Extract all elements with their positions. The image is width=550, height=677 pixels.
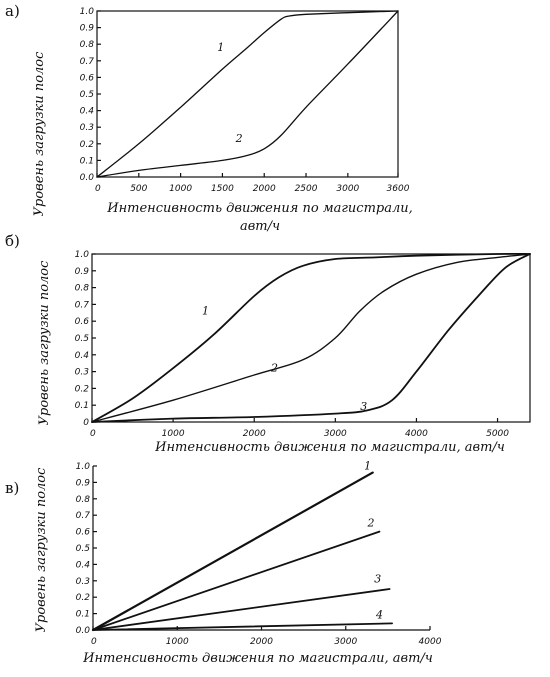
curve-label-2: 2 [235,132,243,145]
y-tick-label: 0.5 [76,544,91,554]
y-tick-label: 0.2 [80,140,95,150]
curve-label-2: 2 [367,517,375,530]
series-line-1 [91,252,531,423]
y-tick-label: 0.5 [80,90,95,100]
x-tick-label: 3600 [387,184,410,194]
x-axis-title: Интенсивность движения по магистрали, [106,201,413,216]
y-tick-label: 0.2 [75,384,90,394]
y-tick-label: 0.4 [76,560,91,570]
y-tick-label: 0 [83,418,89,428]
y-tick-label: 0.7 [80,57,95,67]
x-tick-label: 0 [91,637,97,647]
series-line-2 [92,530,381,631]
series-line-4 [92,622,393,631]
y-tick-label: 0.8 [76,495,91,505]
y-tick-label: 0.0 [80,173,95,183]
curve-label-2: 2 [270,362,278,375]
y-tick-label: 1.0 [75,250,90,260]
plot-frame [96,10,399,178]
y-tick-label: 0.9 [80,24,95,34]
x-tick-label: 1000 [162,429,185,439]
y-axis-title: Уровень загрузки полос [37,260,52,426]
x-tick-label: 4000 [405,429,428,439]
series-line-1 [96,10,399,178]
x-tick-label: 2500 [295,184,318,194]
x-tick-label: 0 [95,184,101,194]
x-tick-label: 5000 [486,429,509,439]
x-tick-label: 1000 [166,637,189,647]
series-line-2 [96,10,399,178]
x-tick-label: 3000 [334,637,357,647]
x-tick-label: 4000 [419,637,442,647]
y-tick-label: 0.3 [75,368,90,378]
y-tick-label: 0.1 [76,610,90,620]
series-line-2 [91,253,531,423]
y-tick-label: 0.3 [76,577,91,587]
y-tick-label: 0.8 [80,40,95,50]
x-axis-title: Интенсивность движения по магистрали, ав… [154,440,505,455]
series-line-3 [91,253,531,423]
y-axis-title: Уровень загрузки полос [32,51,47,217]
curve-label-3: 3 [374,572,381,585]
x-tick-label: 1000 [169,184,192,194]
y-tick-label: 1.0 [80,7,95,17]
y-tick-label: 0.3 [80,123,95,133]
series-line-1 [91,471,374,632]
x-tick-label: 0 [90,429,96,439]
panel-label: в) [5,479,19,497]
y-tick-label: 0.9 [76,478,91,488]
y-tick-label: 0.8 [75,284,90,294]
y-tick-label: 0.1 [75,401,89,411]
x-tick-label: 3000 [324,429,347,439]
panel-label: а) [5,2,20,20]
y-tick-label: 0.1 [80,156,94,166]
y-tick-label: 1.0 [76,462,91,472]
y-tick-label: 0.4 [75,351,90,361]
y-tick-label: 0.6 [76,528,91,538]
x-tick-label: 2000 [243,429,266,439]
y-tick-label: 0.2 [76,593,91,603]
curve-label-1: 1 [202,304,209,317]
curve-label-1: 1 [217,41,224,54]
series-line-3 [92,588,391,631]
y-tick-label: 0.7 [76,511,91,521]
y-axis-title: Уровень загрузки полос [34,467,49,633]
y-tick-label: 0.0 [76,626,91,636]
x-axis-title-unit: авт/ч [240,219,280,234]
y-tick-label: 0.4 [80,107,95,117]
y-tick-label: 0.7 [75,300,90,310]
plot-frame [91,253,531,423]
curve-label-4: 4 [375,609,383,622]
x-tick-label: 2000 [250,637,273,647]
x-tick-label: 1500 [211,184,234,194]
y-tick-label: 0.5 [75,334,90,344]
y-tick-label: 0.9 [75,267,90,277]
curve-label-3: 3 [360,400,367,413]
x-tick-label: 3000 [336,184,359,194]
x-tick-label: 500 [130,184,147,194]
curve-label-1: 1 [364,459,371,472]
y-tick-label: 0.6 [75,317,90,327]
x-axis-title: Интенсивность движения по магистрали, ав… [82,651,433,666]
y-tick-label: 0.6 [80,73,95,83]
panel-label: б) [5,232,20,250]
x-tick-label: 2000 [253,184,276,194]
